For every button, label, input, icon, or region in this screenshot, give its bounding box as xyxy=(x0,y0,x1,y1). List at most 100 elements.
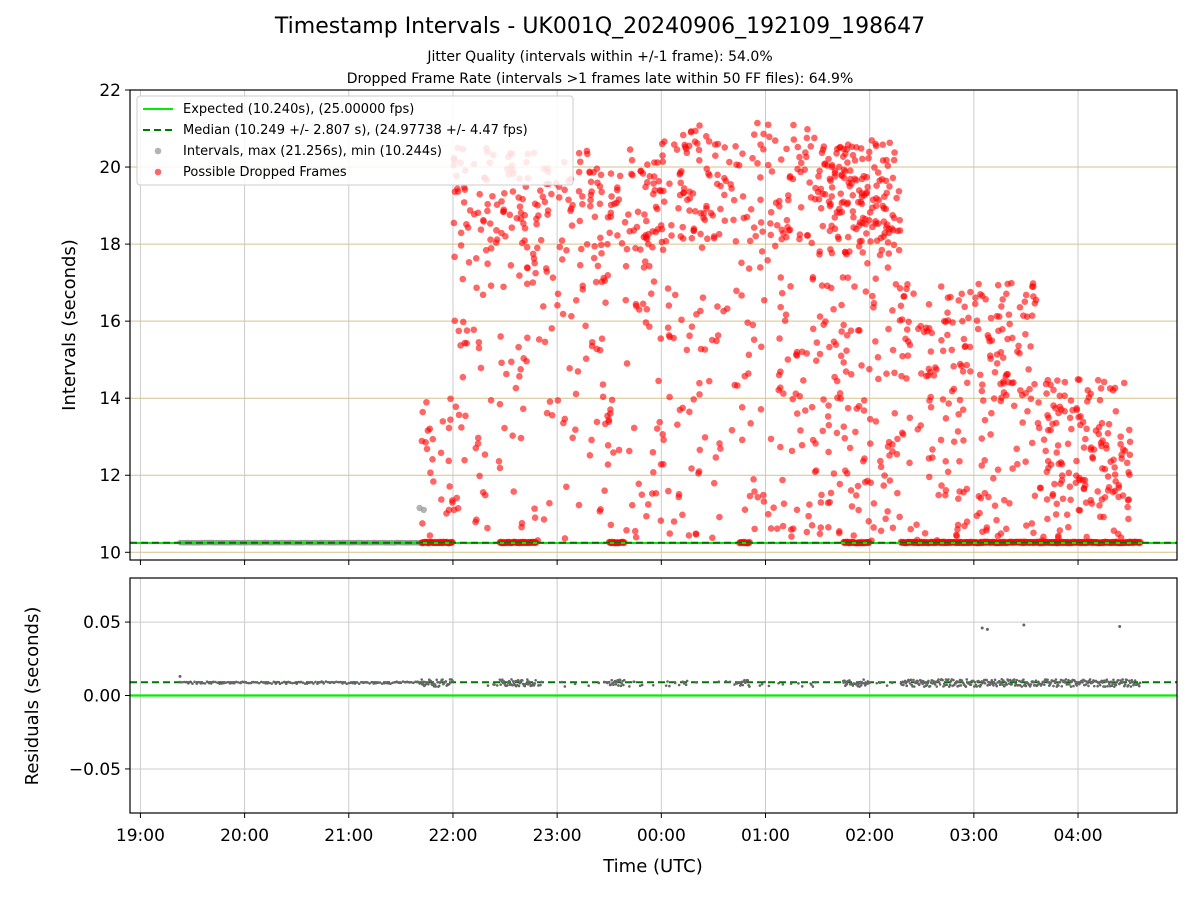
dropped-frame-point-669 xyxy=(498,198,505,205)
dropped-frame-point-1288 xyxy=(816,167,823,175)
dropped-frame-point-1410 xyxy=(844,404,852,412)
residual-point-457 xyxy=(1060,684,1064,688)
dropped-frame-point-1918 xyxy=(1087,496,1095,504)
dropped-frame-point-968 xyxy=(517,434,525,442)
residual-point-208 xyxy=(614,683,618,686)
dropped-frame-point-1008 xyxy=(733,287,740,295)
dropped-frame-point-1108 xyxy=(701,434,709,441)
dropped-frame-point-1858 xyxy=(1111,471,1119,478)
dropped-frame-point-922 xyxy=(482,246,490,254)
dropped-frame-point-1267 xyxy=(717,182,724,190)
dropped-frame-point-1759 xyxy=(961,522,968,530)
dropped-frame-point-929 xyxy=(540,516,548,523)
intervals-ytick-label-1: 12 xyxy=(99,466,121,486)
dropped-frame-point-1213 xyxy=(703,205,710,212)
dropped-frame-point-1268 xyxy=(714,303,721,310)
residual-point-577 xyxy=(763,680,767,684)
dropped-frame-point-1051 xyxy=(767,231,775,239)
residual-point-79 xyxy=(343,681,346,684)
residual-outlier-2 xyxy=(985,627,989,631)
dropped-frame-point-1422 xyxy=(857,145,865,152)
dropped-frame-point-1810 xyxy=(1065,469,1073,477)
dropped-frame-point-1638 xyxy=(1026,385,1033,393)
dropped-frame-point-1572 xyxy=(963,361,971,369)
residual-point-3 xyxy=(184,680,188,684)
dropped-frame-point-1272 xyxy=(686,188,693,196)
residual-point-34 xyxy=(249,681,253,685)
dropped-frame-point-694 xyxy=(616,172,624,180)
dropped-frame-point-924 xyxy=(645,230,652,238)
dropped-frame-point-1555 xyxy=(850,532,858,539)
residual-point-511 xyxy=(1105,678,1109,682)
residual-point-88 xyxy=(362,681,365,685)
dropped-frame-point-1082 xyxy=(808,403,816,411)
residual-point-10 xyxy=(199,682,203,685)
dropped-frame-point-790 xyxy=(568,312,575,320)
dropped-frame-point-648 xyxy=(598,188,605,196)
residual-point-598 xyxy=(841,679,845,683)
dropped-frame-point-1211 xyxy=(704,235,711,243)
residual-point-570 xyxy=(724,679,728,683)
dropped-frame-point-1756 xyxy=(978,381,986,389)
dropped-frame-point-1416 xyxy=(884,508,891,515)
dropped-frame-point-1784 xyxy=(921,529,929,537)
residual-point-11 xyxy=(201,681,205,685)
dropped-frame-point-1613 xyxy=(959,317,966,325)
chart-title: Timestamp Intervals - UK001Q_20240906_19… xyxy=(274,14,926,39)
dropped-frame-point-1711 xyxy=(1002,525,1010,533)
residuals-ytick-label-2: 0.05 xyxy=(83,613,121,633)
residual-point-96 xyxy=(378,681,382,684)
dropped-frame-point-933 xyxy=(614,184,621,191)
dropped-frame-point-1249 xyxy=(775,371,783,379)
dropped-frame-point-1339 xyxy=(870,500,878,507)
residuals-panel: −0.05 0.00 0.05 19:00 20:00 21:00 22:00 23:00 0… xyxy=(22,577,1178,877)
dropped-frame-point-1912 xyxy=(1044,457,1052,465)
residual-point-580 xyxy=(781,683,785,686)
residual-point-600 xyxy=(514,684,518,688)
dropped-frame-point-1174 xyxy=(686,408,693,416)
dropped-frame-point-1496 xyxy=(834,233,842,241)
dropped-frame-point-935 xyxy=(588,436,595,444)
dropped-frame-point-1030 xyxy=(784,192,792,199)
dropped-frame-point-1086 xyxy=(735,162,743,169)
dropped-frame-point-1495 xyxy=(894,227,902,235)
residual-point-55 xyxy=(293,681,296,685)
dropped-frame-point-826 xyxy=(509,432,516,440)
dropped-frame-point-1607 xyxy=(979,397,987,404)
dropped-frame-point-1833 xyxy=(1056,527,1064,534)
dropped-frame-point-1261 xyxy=(784,223,791,231)
dropped-frame-point-1731 xyxy=(1030,293,1037,300)
residual-point-391 xyxy=(1005,683,1009,686)
dropped-frame-point-1615 xyxy=(967,288,974,296)
dropped-frame-point-1661 xyxy=(988,337,996,344)
dropped-frame-point-1290 xyxy=(816,313,824,320)
residual-point-115 xyxy=(418,682,421,685)
dropped-frame-point-1195 xyxy=(786,173,794,180)
dropped-frame-point-1217 xyxy=(661,138,668,145)
dropped-frame-point-1930 xyxy=(1042,380,1050,388)
dropped-frame-point-869 xyxy=(596,507,604,515)
dropped-frame-point-667 xyxy=(565,196,572,204)
dropped-frame-point-1291 xyxy=(874,353,882,361)
residual-point-578 xyxy=(673,681,677,685)
dropped-frame-point-702 xyxy=(554,302,561,309)
residual-point-214 xyxy=(619,684,623,688)
dropped-frame-point-1686 xyxy=(944,309,951,317)
residual-point-336 xyxy=(959,684,963,687)
dropped-frame-point-1914 xyxy=(1073,457,1080,465)
residual-point-243 xyxy=(851,684,855,687)
dropped-frame-point-1937 xyxy=(1076,507,1084,514)
dropped-frame-point-1921 xyxy=(1119,446,1127,453)
dropped-frame-point-786 xyxy=(587,178,595,186)
dropped-frame-point-1349 xyxy=(867,238,874,245)
dropped-frame-point-730 xyxy=(572,426,579,433)
dropped-frame-point-1525 xyxy=(863,230,870,237)
dropped-frame-point-1295 xyxy=(877,463,885,471)
residual-point-275 xyxy=(908,682,912,685)
dropped-frame-point-735 xyxy=(474,209,482,217)
dropped-frame-point-1283 xyxy=(872,275,880,282)
interval-point-extra-1 xyxy=(420,506,427,514)
residual-point-559 xyxy=(573,682,577,686)
residual-point-270 xyxy=(904,681,908,685)
dropped-frame-point-1220 xyxy=(765,161,772,169)
